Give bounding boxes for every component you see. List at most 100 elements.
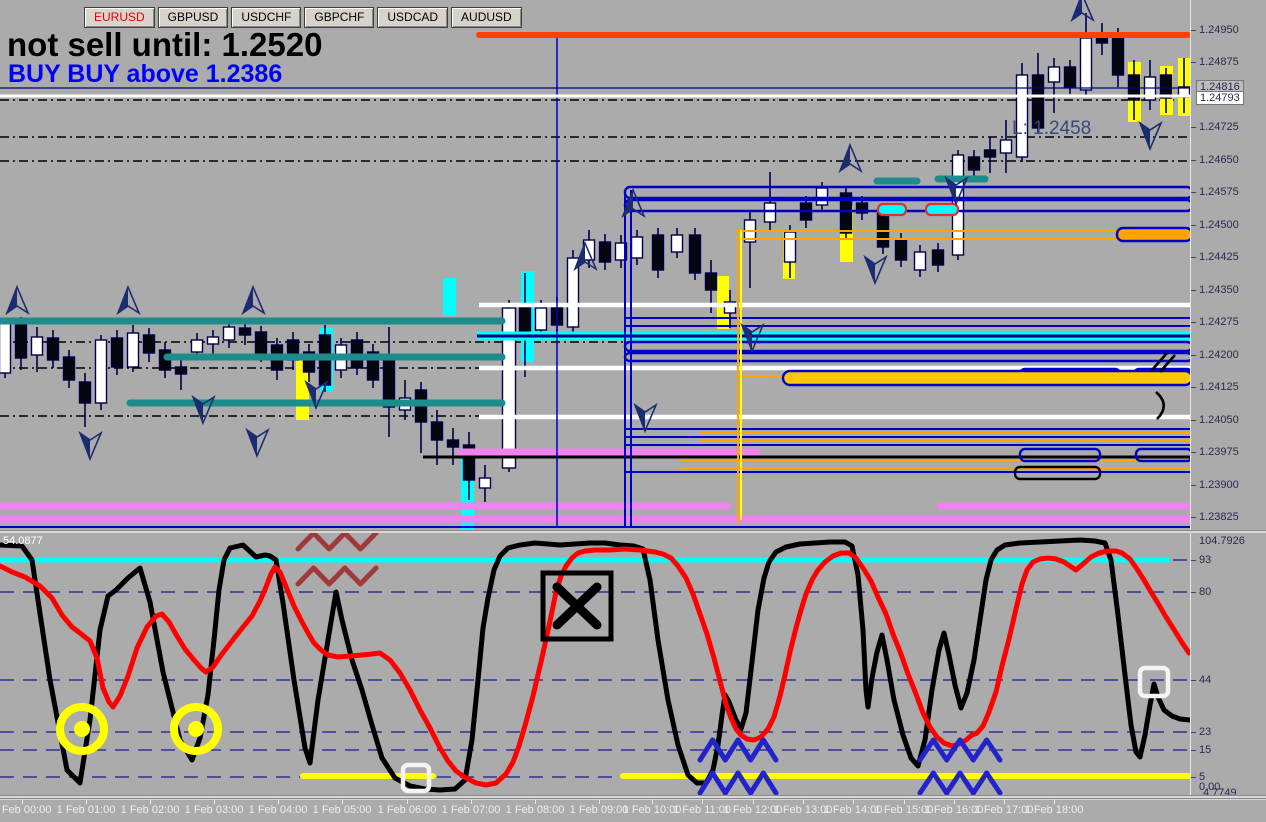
candle-bull bbox=[614, 242, 628, 261]
annotation-price-level: L: 1.2458 bbox=[1012, 118, 1092, 139]
arrow-up-icon bbox=[5, 284, 30, 316]
time-axis-label: 1 Feb 16:00 bbox=[924, 804, 984, 816]
navy-pill-outline bbox=[1018, 447, 1102, 463]
fractal-arrows bbox=[5, 0, 1176, 462]
candle-bull bbox=[94, 339, 108, 404]
candle-bear bbox=[430, 421, 444, 441]
candle-bull bbox=[763, 202, 777, 223]
time-axis-tick bbox=[278, 799, 279, 804]
arrow-down-icon bbox=[245, 427, 270, 459]
white-box-marker bbox=[400, 762, 432, 794]
zigzag-mark bbox=[697, 770, 779, 795]
time-axis-label: 1 Feb 13:00 bbox=[773, 804, 833, 816]
axis-tick bbox=[1191, 62, 1196, 63]
panel-separator[interactable] bbox=[0, 530, 1266, 531]
candle-bull bbox=[630, 236, 644, 259]
time-axis-label: 1 Feb 08:00 bbox=[505, 804, 565, 816]
zigzag-mark bbox=[917, 770, 1003, 795]
axis-separator bbox=[0, 795, 1266, 796]
price-axis-label: 1.24050 bbox=[1199, 414, 1239, 426]
axis-separator-highlight bbox=[0, 796, 1266, 798]
candle-bear bbox=[1063, 66, 1077, 88]
stochastic-indicator-panel[interactable] bbox=[0, 533, 1190, 795]
time-axis-tick bbox=[22, 799, 23, 804]
time-axis-tick bbox=[853, 799, 854, 804]
tab-eurusd[interactable]: EURUSD bbox=[84, 7, 155, 28]
axis-tick bbox=[1191, 517, 1196, 518]
time-axis-label: 1 Feb 17:00 bbox=[974, 804, 1034, 816]
symbol-tab-bar: EURUSD GBPUSD USDCHF GBPCHF USDCAD AUDUSD bbox=[84, 7, 522, 28]
tab-usdchf[interactable]: USDCHF bbox=[231, 7, 302, 28]
price-axis-label: 1.24125 bbox=[1199, 381, 1239, 393]
candle-bull bbox=[913, 251, 927, 271]
arrow-down-icon bbox=[78, 430, 103, 462]
indicator-axis[interactable]: 104.7926 93 80 44 23 15 5 0.00 4.7749 bbox=[1190, 533, 1266, 799]
chevron-marks bbox=[1151, 352, 1176, 373]
stochastic-current-value: 54.0877 bbox=[3, 535, 43, 547]
time-axis-tick bbox=[535, 799, 536, 804]
time-axis-label: 1 Feb 03:00 bbox=[184, 804, 244, 816]
tab-usdcad[interactable]: USDCAD bbox=[377, 7, 449, 28]
price-axis-label: 1.24425 bbox=[1199, 251, 1239, 263]
bid-price-tag: 1.24816 bbox=[1196, 80, 1244, 94]
time-axis-tick bbox=[954, 799, 955, 804]
axis-tick bbox=[1191, 127, 1196, 128]
red-cyan-pill bbox=[876, 202, 908, 217]
price-axis-label: 1.24650 bbox=[1199, 154, 1239, 166]
candle-bear bbox=[446, 439, 460, 448]
candle-bear bbox=[302, 351, 316, 373]
indicator-level-label: 44 bbox=[1199, 674, 1212, 686]
candle-bear bbox=[1031, 74, 1045, 129]
candle-bear bbox=[238, 327, 252, 336]
time-axis-label: 1 Feb 05:00 bbox=[312, 804, 372, 816]
tab-audusd[interactable]: AUDUSD bbox=[451, 7, 522, 28]
time-axis-tick bbox=[471, 799, 472, 804]
time-axis-label: 1 Feb 14:00 bbox=[823, 804, 883, 816]
time-axis-tick bbox=[1004, 799, 1005, 804]
time-axis-tick bbox=[407, 799, 408, 804]
annotation-not-sell: not sell until: 1.2520 bbox=[7, 26, 323, 63]
candle-bear bbox=[704, 272, 718, 291]
candle-bear bbox=[518, 306, 532, 333]
price-axis-label: 1.23975 bbox=[1199, 446, 1239, 458]
time-axis-label: 1 Feb 01:00 bbox=[56, 804, 116, 816]
time-axis-label: 1 Feb 18:00 bbox=[1024, 804, 1084, 816]
tab-gbpchf[interactable]: GBPCHF bbox=[304, 7, 375, 28]
candle-bull bbox=[501, 307, 517, 469]
arrow-down-icon bbox=[1138, 120, 1163, 152]
candle-bull bbox=[1015, 74, 1029, 158]
main-price-chart[interactable] bbox=[0, 0, 1190, 530]
time-axis-label: 1 Feb 07:00 bbox=[441, 804, 501, 816]
candle-bear bbox=[651, 234, 665, 271]
time-axis-label: 1 Feb 11:00 bbox=[673, 804, 731, 816]
indicator-level-label: 23 bbox=[1199, 726, 1212, 738]
price-axis-label: 1.24950 bbox=[1199, 24, 1239, 36]
time-axis-label: 1 Feb 06:00 bbox=[377, 804, 437, 816]
yellow-circle-marker bbox=[56, 703, 108, 755]
time-axis-label: 1 Feb 04:00 bbox=[248, 804, 308, 816]
price-axis[interactable]: 1.24950 1.24875 1.24725 1.24650 1.24575 1.245… bbox=[1190, 0, 1266, 530]
axis-tick bbox=[1191, 485, 1196, 486]
tab-gbpusd[interactable]: GBPUSD bbox=[157, 7, 229, 28]
candle-bear bbox=[254, 331, 268, 356]
black-pill-outline bbox=[1013, 465, 1102, 481]
zigzag-mark bbox=[295, 565, 379, 587]
candle-bull bbox=[723, 301, 737, 314]
candle-bear bbox=[855, 202, 869, 214]
time-axis-tick bbox=[702, 799, 703, 804]
candle-bear bbox=[78, 381, 92, 404]
candle-bull bbox=[126, 332, 140, 368]
yellow-dot-marker bbox=[74, 721, 90, 737]
axis-tick bbox=[1191, 192, 1196, 193]
time-axis[interactable]: 1 Feb 00:00 1 Feb 01:00 1 Feb 02:00 1 Feb 0… bbox=[0, 798, 1266, 822]
candle-bull bbox=[206, 336, 220, 345]
candle-bull bbox=[222, 326, 236, 341]
candle-bull bbox=[1079, 37, 1093, 91]
candle-bull bbox=[815, 187, 829, 206]
price-axis-label: 1.24200 bbox=[1199, 349, 1239, 361]
candle-bear bbox=[598, 241, 612, 263]
candle-bear bbox=[839, 192, 853, 234]
time-axis-tick bbox=[652, 799, 653, 804]
candle-bear bbox=[688, 234, 702, 274]
